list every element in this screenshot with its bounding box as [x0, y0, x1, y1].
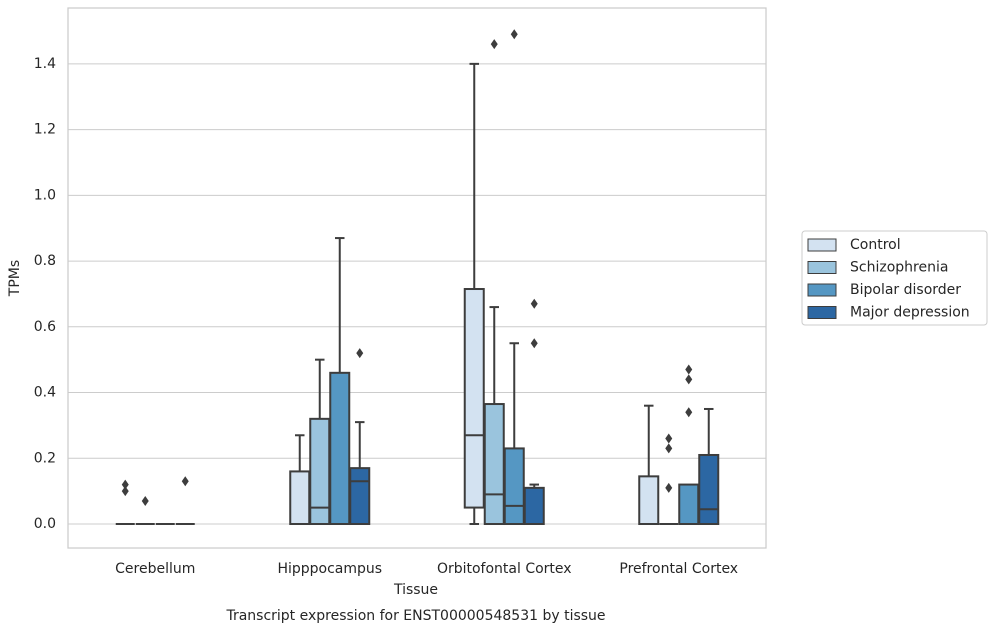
outlier [490, 39, 498, 50]
box [678, 483, 700, 526]
legend-label: Major depression [850, 305, 970, 321]
outlier [510, 29, 518, 40]
y-tick-label: 0.6 [34, 319, 56, 335]
box [483, 403, 505, 526]
y-tick-label: 0.2 [34, 450, 56, 466]
outlier [665, 443, 673, 454]
y-tick-label: 0.8 [34, 253, 56, 269]
outlier [121, 486, 129, 497]
y-tick-label: 0.0 [34, 516, 56, 532]
outlier [356, 348, 364, 359]
outlier [685, 374, 693, 385]
box [698, 453, 720, 526]
legend-swatch [807, 238, 837, 252]
y-tick-label: 0.4 [34, 385, 56, 401]
legend-swatch [807, 306, 837, 319]
box [523, 486, 545, 526]
box [289, 470, 311, 526]
outlier [121, 479, 129, 490]
chart-title: Transcript expression for ENST0000054853… [225, 608, 605, 624]
legend-frame [801, 230, 988, 326]
legend-label: Bipolar disorder [850, 282, 961, 298]
y-tick-label: 1.4 [34, 56, 56, 72]
y-tick-label: 1.0 [34, 187, 56, 203]
box [349, 467, 371, 526]
outlier [530, 298, 538, 309]
outlier [685, 407, 693, 418]
outlier [665, 482, 673, 493]
legend-swatch [807, 261, 837, 274]
x-axis-label: Tissue [393, 582, 438, 598]
box [638, 475, 660, 526]
outlier [685, 364, 693, 375]
x-tick-label: Prefrontal Cortex [619, 561, 738, 577]
x-tick-label: Cerebellum [115, 561, 195, 577]
box [329, 371, 351, 526]
legend-label: Control [850, 237, 901, 253]
outlier [665, 433, 673, 444]
outlier [530, 338, 538, 349]
box [503, 447, 525, 526]
y-axis-label: TPMs [7, 260, 23, 297]
legend-label: Schizophrenia [850, 260, 948, 276]
x-tick-label: Orbitofontal Cortex [437, 561, 572, 577]
outlier [141, 496, 149, 507]
legend-swatch [807, 283, 837, 297]
x-tick-label: Hipppocampus [277, 561, 382, 577]
box [463, 288, 485, 509]
outlier [181, 476, 189, 487]
plot-frame [67, 7, 767, 549]
y-tick-label: 1.2 [34, 122, 56, 138]
